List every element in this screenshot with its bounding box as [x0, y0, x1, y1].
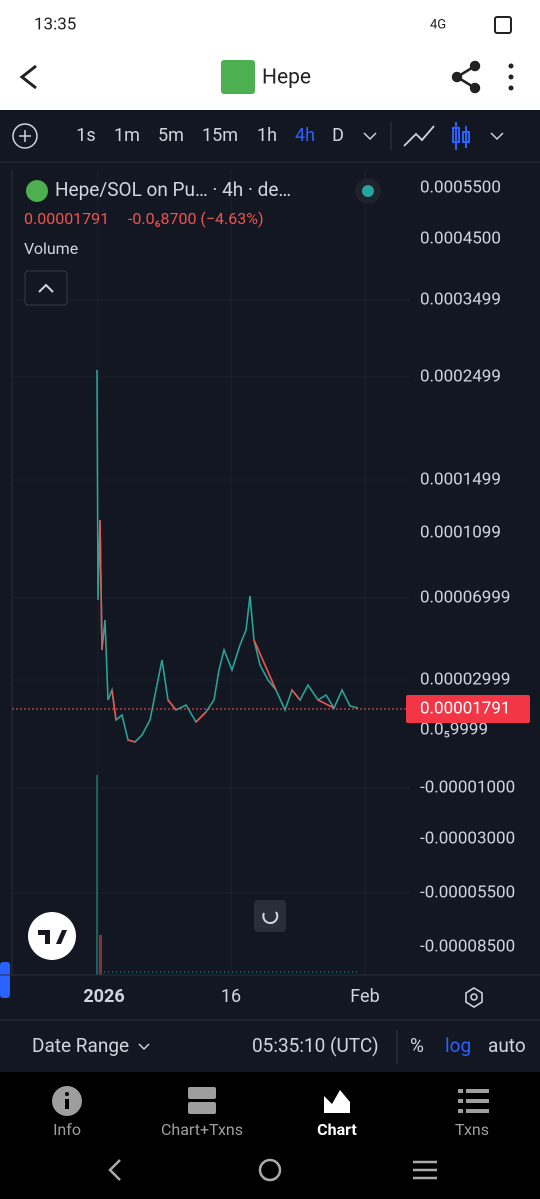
tab[interactable]: Info [53, 1120, 81, 1139]
legend-icon [26, 180, 48, 202]
price-label: -0.00001000 [420, 777, 515, 797]
menu-button[interactable] [508, 63, 514, 91]
price-line [96, 369, 359, 743]
price-label: 0.0001499 [420, 469, 501, 489]
time-label: 2026 [83, 986, 124, 1007]
price-label: 0.0002499 [420, 366, 501, 386]
last-price-tag [406, 695, 530, 723]
price-label: 0.0003499 [420, 289, 501, 309]
header-title: Hepe [262, 66, 311, 90]
tab[interactable]: Txns [455, 1120, 489, 1139]
interval[interactable]: 1m [114, 125, 140, 146]
legend-change: -0.0₆8700 (−4.63%) [128, 209, 264, 228]
log-toggle[interactable]: log [445, 1034, 471, 1057]
date-range[interactable]: Date Range [32, 1034, 129, 1057]
nav-back[interactable] [108, 1159, 121, 1181]
price-label: 0.0₅9999 [420, 719, 488, 739]
token-icon [221, 60, 255, 94]
interval-active[interactable]: 4h [295, 125, 315, 146]
battery [494, 16, 512, 34]
legend-volume: Volume [24, 239, 78, 258]
add-indicator[interactable] [12, 123, 38, 149]
interval[interactable]: 1s [76, 125, 95, 146]
price-label: -0.00005500 [420, 882, 515, 902]
interval[interactable]: 1h [257, 125, 277, 146]
price-label: 0.00006999 [420, 587, 510, 607]
nav-recents[interactable] [413, 1160, 437, 1180]
legend-symbol: Hepe/SOL on Pu… · 4h · de… [55, 178, 291, 201]
price-label: -0.00003000 [420, 828, 515, 848]
collapse-button[interactable] [24, 270, 68, 306]
volume-bar [96, 775, 98, 975]
interval[interactable]: 5m [158, 125, 184, 146]
price-label: 0.0001099 [420, 522, 501, 542]
price-label: 0.0004500 [420, 228, 501, 248]
reset-button[interactable] [254, 900, 286, 932]
time-label: Feb [350, 986, 379, 1007]
tab-active[interactable]: Chart [317, 1120, 357, 1139]
price-label: 0.0005500 [420, 177, 501, 197]
toolbar [0, 110, 540, 162]
nav-home[interactable] [258, 1158, 282, 1182]
price-label: 0.00002999 [420, 669, 510, 689]
tv-logo[interactable] [28, 912, 76, 960]
settings-button[interactable] [465, 987, 483, 1008]
auto-toggle[interactable]: auto [488, 1034, 526, 1057]
line-style[interactable] [403, 125, 435, 147]
status-network: 4G [430, 17, 446, 32]
legend-price: 0.00001791 [24, 209, 109, 228]
tab[interactable]: Chart+Txns [161, 1120, 243, 1139]
back-button[interactable] [19, 64, 37, 90]
time-label: 16 [221, 986, 241, 1007]
grid [12, 170, 410, 975]
volume-bar [99, 935, 102, 975]
share-button[interactable] [451, 60, 481, 94]
price-label: -0.00008500 [420, 936, 515, 956]
interval[interactable]: 15m [202, 125, 238, 146]
candle-style[interactable] [452, 122, 470, 150]
side-handle[interactable] [0, 962, 10, 998]
interval[interactable]: D [332, 125, 344, 146]
market-status [362, 185, 374, 197]
last-price-label: 0.00001791 [420, 698, 510, 718]
status-time: 13:35 [34, 14, 76, 34]
header-bg [0, 0, 540, 110]
tab-bar [0, 1072, 540, 1199]
percent-toggle[interactable]: % [410, 1034, 424, 1057]
clock: 05:35:10 (UTC) [252, 1034, 379, 1057]
